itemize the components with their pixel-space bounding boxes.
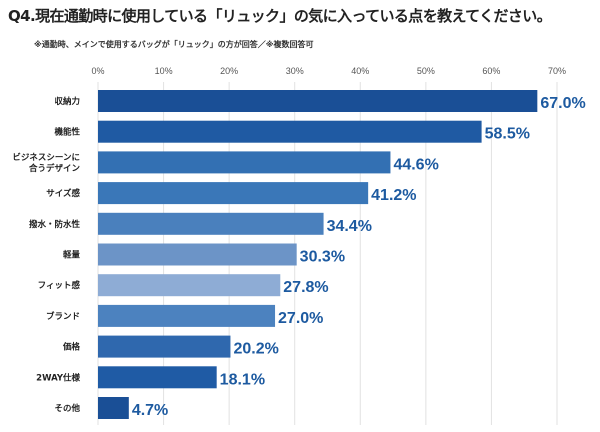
tick-label: 50% xyxy=(417,66,435,76)
value-label: 4.7% xyxy=(132,402,168,419)
category-label: サイズ感 xyxy=(46,188,80,199)
bar xyxy=(98,397,129,419)
category-label: 軽量 xyxy=(63,250,81,261)
category-label: その他 xyxy=(54,403,80,414)
bar xyxy=(98,335,231,358)
category-label: ブランド xyxy=(46,311,80,322)
category-label: フィット感 xyxy=(38,280,81,291)
tick-label: 70% xyxy=(548,66,566,76)
value-label: 27.0% xyxy=(278,310,323,327)
bar xyxy=(98,212,324,235)
bar xyxy=(98,243,297,266)
category-label: 価格 xyxy=(62,342,81,353)
category-label: 2WAY仕様 xyxy=(36,372,80,383)
bar xyxy=(98,182,369,205)
tick-label: 10% xyxy=(155,66,173,76)
tick-label: 40% xyxy=(351,66,369,76)
value-label: 34.4% xyxy=(327,218,372,235)
value-label: 58.5% xyxy=(485,126,530,143)
tick-label: 20% xyxy=(220,66,238,76)
category-label: 収納力 xyxy=(54,96,80,107)
bar xyxy=(98,366,217,389)
value-label: 30.3% xyxy=(300,249,345,266)
value-label: 20.2% xyxy=(233,341,278,358)
chart-title: Q4.現在通勤時に使用している「リュック」の気に入っている点を教えてください。 xyxy=(8,7,552,25)
bar xyxy=(98,90,538,112)
category-label: ビジネスシーンに合うデザイン xyxy=(12,152,80,174)
tick-label: 30% xyxy=(286,66,304,76)
bar xyxy=(98,274,281,297)
value-label: 67.0% xyxy=(540,95,585,112)
category-label: 撥水・防水性 xyxy=(29,219,81,230)
category-label: 機能性 xyxy=(54,127,80,138)
value-label: 44.6% xyxy=(393,156,438,173)
value-label: 41.2% xyxy=(371,187,416,204)
bar xyxy=(98,304,276,327)
bar xyxy=(98,120,482,143)
tick-label: 0% xyxy=(91,66,104,76)
chart-note: ※通勤時、メインで使用するバッグが「リュック」の方が回答／※複数回答可 xyxy=(34,40,314,49)
value-label: 27.8% xyxy=(283,279,328,296)
tick-label: 60% xyxy=(482,66,500,76)
value-label: 18.1% xyxy=(220,371,265,388)
bar xyxy=(98,151,391,174)
